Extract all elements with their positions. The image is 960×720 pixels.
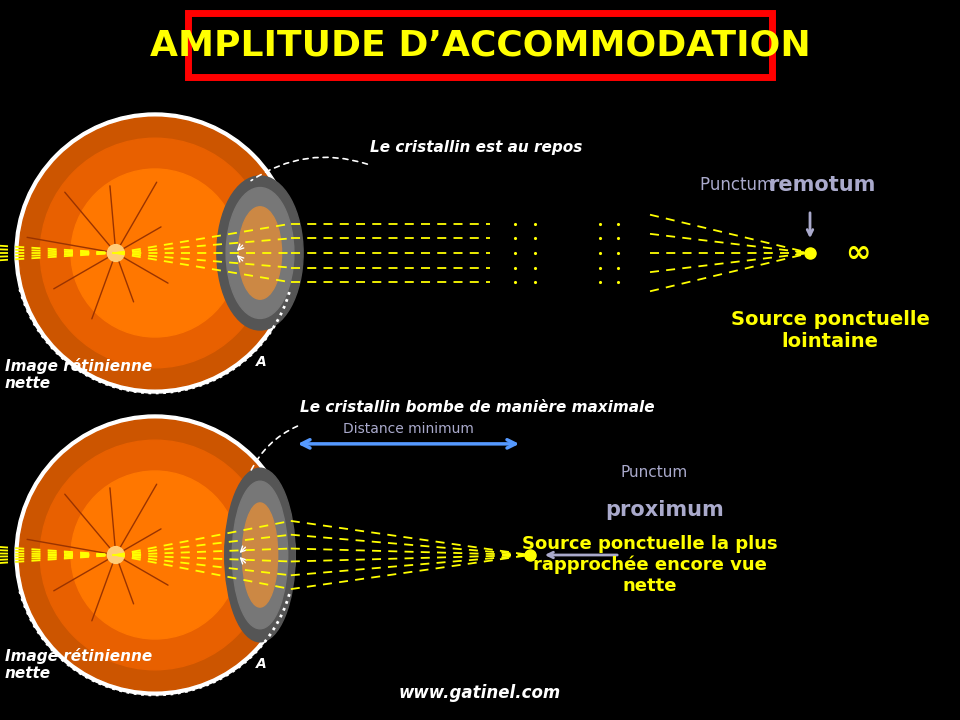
Text: Image rétinienne
nette: Image rétinienne nette xyxy=(5,358,153,392)
Ellipse shape xyxy=(227,187,294,318)
Text: Source ponctuelle la plus
rapprochée encore vue
nette: Source ponctuelle la plus rapprochée enc… xyxy=(522,535,778,595)
Text: A: A xyxy=(255,657,267,670)
Text: Le cristallin est au repos: Le cristallin est au repos xyxy=(370,140,583,155)
Text: remotum: remotum xyxy=(768,175,876,195)
Circle shape xyxy=(108,546,124,563)
Text: A: A xyxy=(255,354,267,369)
Ellipse shape xyxy=(242,503,277,607)
Text: Source ponctuelle
lointaine: Source ponctuelle lointaine xyxy=(731,310,929,351)
Text: www.gatinel.com: www.gatinel.com xyxy=(398,684,562,702)
Circle shape xyxy=(40,440,270,670)
Circle shape xyxy=(19,419,291,690)
Text: Punctum: Punctum xyxy=(700,176,779,194)
Ellipse shape xyxy=(217,176,303,330)
Ellipse shape xyxy=(225,468,296,642)
Circle shape xyxy=(15,113,295,393)
Circle shape xyxy=(15,415,295,695)
Circle shape xyxy=(71,169,239,337)
Text: Image rétinienne
nette: Image rétinienne nette xyxy=(5,648,153,681)
Text: Le cristallin bombe de manière maximale: Le cristallin bombe de manière maximale xyxy=(300,400,655,415)
Text: Punctum: Punctum xyxy=(620,465,687,480)
Circle shape xyxy=(40,138,270,368)
Circle shape xyxy=(108,245,124,261)
Circle shape xyxy=(71,471,239,639)
Ellipse shape xyxy=(232,481,288,629)
Text: proximum: proximum xyxy=(605,500,724,520)
Text: ∞: ∞ xyxy=(845,238,871,268)
Text: AMPLITUDE D’ACCOMMODATION: AMPLITUDE D’ACCOMMODATION xyxy=(150,28,810,62)
Text: Distance minimum: Distance minimum xyxy=(343,422,474,436)
FancyBboxPatch shape xyxy=(188,13,772,77)
Ellipse shape xyxy=(238,207,281,300)
Circle shape xyxy=(19,117,291,389)
